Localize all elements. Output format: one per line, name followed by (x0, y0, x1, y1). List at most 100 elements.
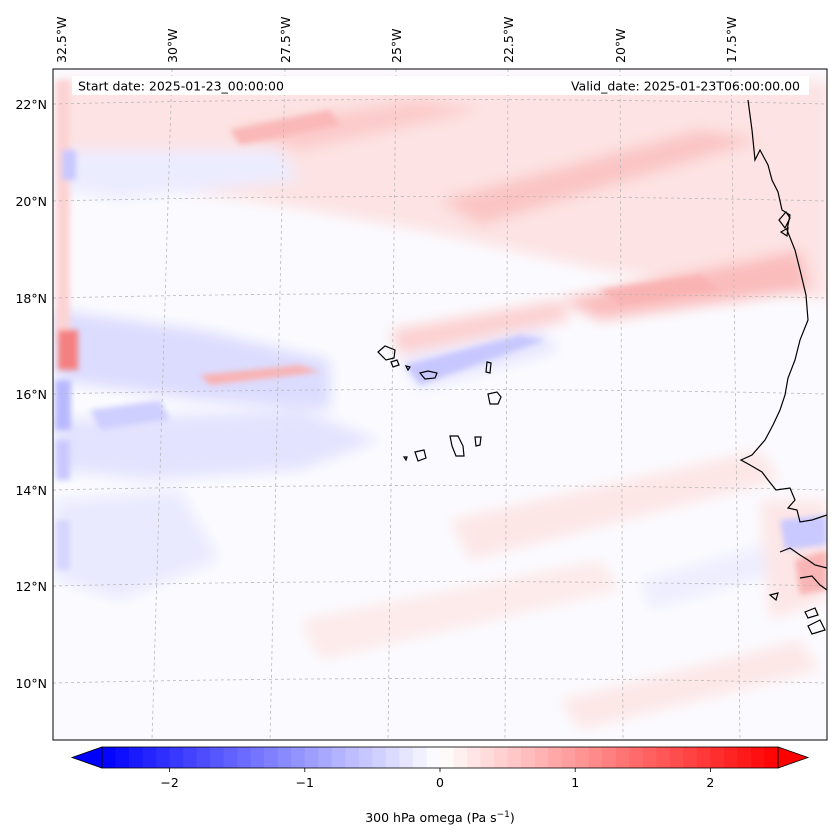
colorbar-cell (561, 747, 576, 768)
colorbar-cell (642, 747, 657, 768)
meridian-line (151, 69, 173, 740)
boundary-strip (56, 80, 70, 340)
island-santa-luzia (404, 365, 411, 372)
ascent-band (55, 410, 380, 480)
colorbar-cell (683, 747, 698, 768)
island-fogo (414, 449, 427, 462)
colorbar-cell (494, 747, 509, 768)
graticule (53, 69, 827, 740)
subsidence-band (440, 130, 760, 225)
lon-label: 20°W (613, 28, 628, 63)
island (778, 211, 791, 230)
colorbar-tick-label: 1 (571, 775, 579, 790)
colorbar-cell (507, 747, 522, 768)
subsidence-band (600, 275, 720, 305)
island-maio (474, 436, 482, 447)
colorbar-cell (669, 747, 684, 768)
lon-label: 22.5°W (501, 17, 516, 63)
colorbar-cell (480, 747, 495, 768)
colorbar-cell (169, 747, 184, 768)
colorbar-cell (385, 747, 400, 768)
subsidence-band (450, 450, 780, 560)
colorbar-tick-label: −1 (296, 775, 314, 790)
colorbar-cell (304, 747, 319, 768)
colorbar-cell (426, 747, 441, 768)
colorbar-cell (129, 747, 144, 768)
parallel-line (53, 293, 827, 299)
colorbar-cell (615, 747, 630, 768)
start-date-label: Start date: 2025-01-23_00:00:00 (78, 79, 284, 94)
colorbar-cell (696, 747, 711, 768)
lat-label: 12°N (15, 579, 47, 594)
lat-label: 16°N (15, 387, 47, 402)
colorbar-cell (629, 747, 644, 768)
colorbar-cell (602, 747, 617, 768)
colorbar-cell (656, 747, 671, 768)
island (804, 607, 819, 619)
colorbar-cell (250, 747, 265, 768)
colorbar-cell (372, 747, 387, 768)
boundary-strip (56, 440, 70, 480)
ascent-band (60, 150, 300, 200)
colorbar-cell (345, 747, 360, 768)
colorbar-cells (102, 747, 779, 768)
island-sal (485, 361, 492, 374)
lat-label: 14°N (15, 483, 47, 498)
colorbar-cell (237, 747, 252, 768)
ascent-band (90, 400, 170, 430)
longitude-labels: 32.5°W 30°W 27.5°W 25°W 22.5°W 20°W 17.5… (54, 17, 739, 63)
lat-label: 20°N (15, 194, 47, 209)
ascent-band (55, 490, 220, 600)
colorbar-cell (588, 747, 603, 768)
colorbar-cell (156, 747, 171, 768)
colorbar-tick-label: 0 (436, 775, 444, 790)
subsidence-band (300, 560, 620, 660)
parallel-line (53, 678, 827, 684)
colorbar-cell (412, 747, 427, 768)
colorbar-cell (534, 747, 549, 768)
colorbar-cell (440, 747, 455, 768)
colorbar-cell (750, 747, 765, 768)
subsidence-band (200, 365, 320, 385)
colorbar-label: 300 hPa omega (Pa s−1) (365, 810, 515, 825)
island-brava (402, 456, 408, 462)
coastline-africa (799, 575, 827, 591)
colorbar-tick-label: 2 (706, 775, 714, 790)
parallel-line (53, 485, 827, 491)
boundary-strip (58, 330, 78, 370)
lon-label: 27.5°W (278, 17, 293, 63)
colorbar-cell (223, 747, 238, 768)
meridian-line (619, 69, 624, 740)
colorbar-extend-max (777, 746, 810, 769)
header-box (72, 76, 809, 95)
colorbar-tick-label: −2 (160, 775, 178, 790)
colorbar-cell (196, 747, 211, 768)
ascent-band (55, 310, 330, 410)
boundary-strip (56, 520, 70, 570)
island-boa-vista (487, 391, 502, 405)
colorbar-cell (210, 747, 225, 768)
colorbar-cell (467, 747, 482, 768)
meridian-line (269, 69, 286, 740)
colorbar-cell (764, 747, 779, 768)
island-santo-antao (377, 345, 396, 361)
island (779, 226, 789, 238)
colorbar-cell (264, 747, 279, 768)
parallel-line (53, 581, 827, 587)
parallel-line (53, 99, 827, 105)
parallel-line (53, 389, 827, 395)
boundary-strip (55, 380, 71, 430)
lat-label: 18°N (15, 291, 47, 306)
colorbar-cell (102, 747, 117, 768)
parallel-line (53, 196, 827, 202)
colorbar-label-text: 300 hPa omega (Pa s (365, 810, 496, 825)
colorbar-cell (358, 747, 373, 768)
ascent-band (405, 335, 545, 385)
colorbar: −2 −1 0 1 2 300 hPa omega (Pa s−1) (70, 746, 810, 825)
lon-label: 25°W (389, 28, 404, 63)
colorbar-cell (115, 747, 130, 768)
meridian-line (387, 69, 397, 740)
valid-date-label: Valid_date: 2025-01-23T06:00:00.00 (571, 79, 800, 94)
colorbar-ticks: −2 −1 0 1 2 (160, 768, 714, 790)
